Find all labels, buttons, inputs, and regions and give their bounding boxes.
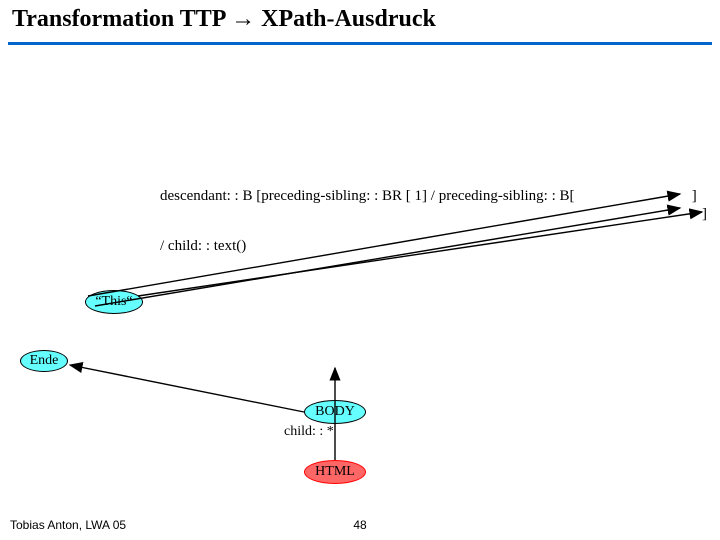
- node-body: BODY: [304, 400, 366, 424]
- xpath-expr-close-bracket: ]: [702, 206, 707, 223]
- arrows-layer: [0, 0, 720, 540]
- node-html: HTML: [304, 460, 366, 484]
- xpath-expr-line2: / child: : text(): [160, 238, 246, 255]
- title-rule: [8, 42, 712, 45]
- slide-title: Transformation TTP → XPath-Ausdruck: [12, 6, 436, 33]
- child-label: child: : *: [284, 424, 334, 440]
- xpath-expr-line1-seg1: descendant: : B [preceding-sibling: : BR…: [160, 188, 575, 205]
- footer-page-number: 48: [0, 518, 720, 532]
- node-this: “This“: [85, 290, 143, 314]
- node-ende: Ende: [20, 350, 68, 372]
- xpath-expr-line1-seg2: ]: [688, 188, 697, 205]
